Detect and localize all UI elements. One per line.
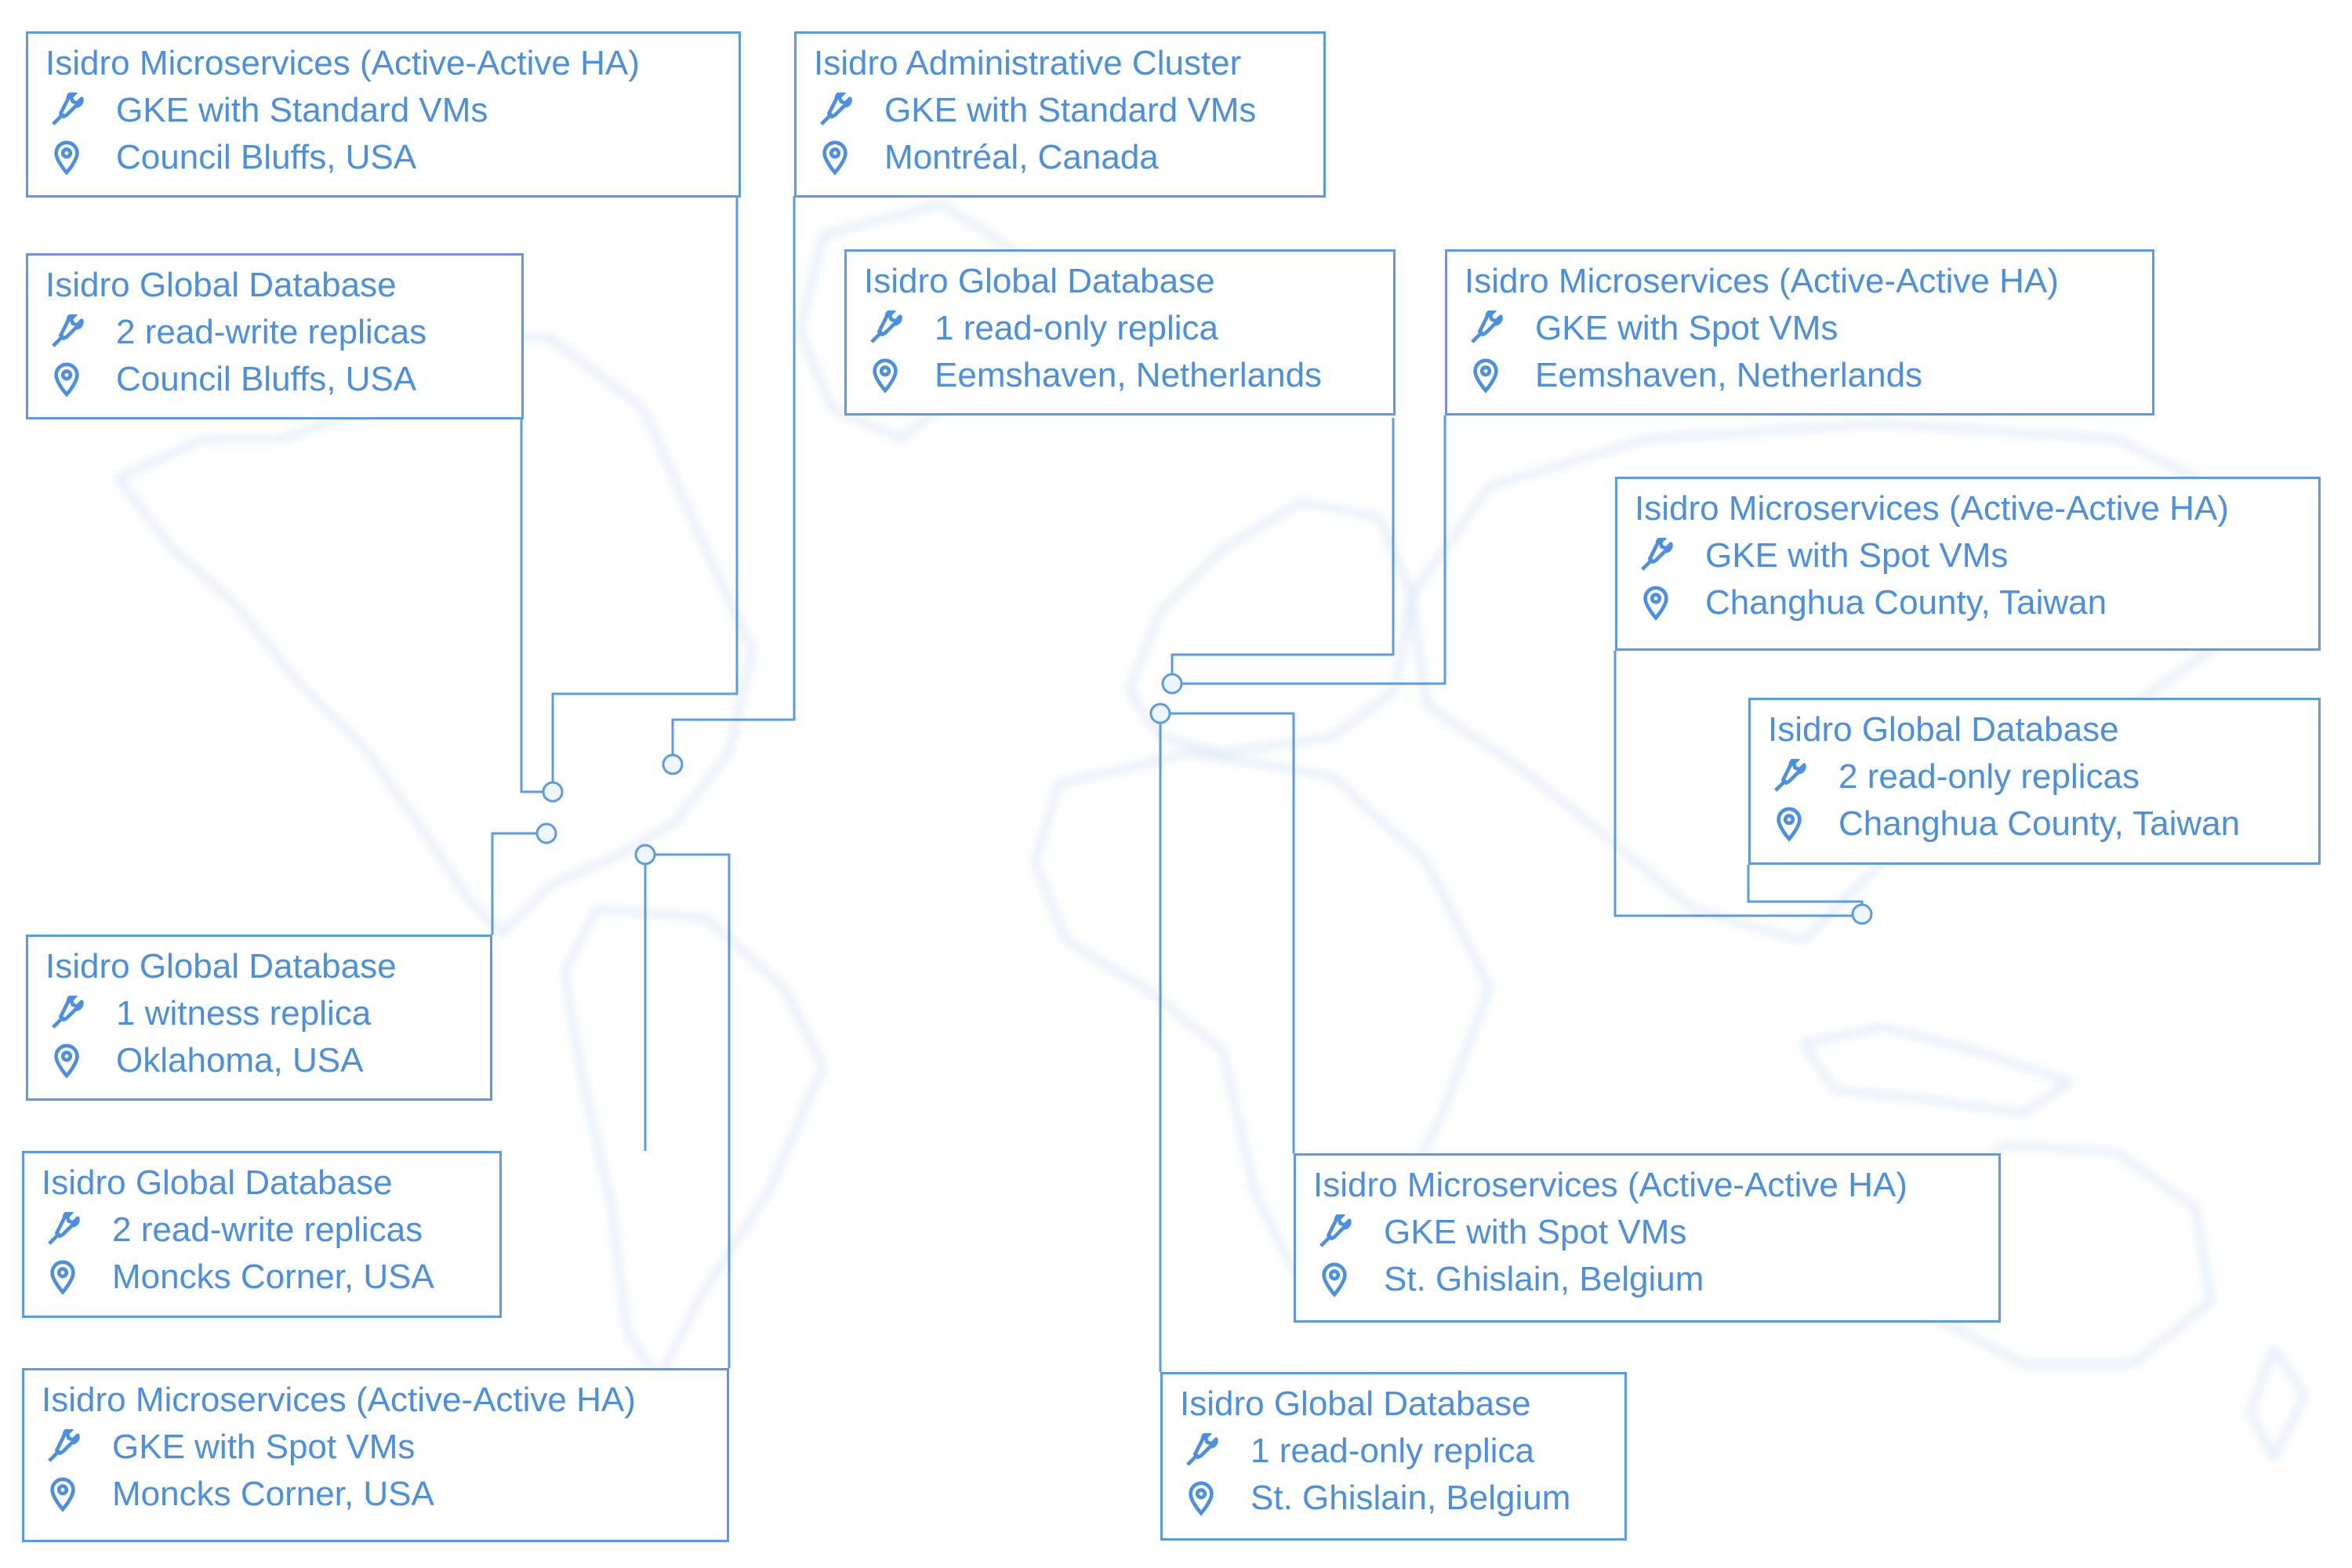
- card-spec: 2 read-write replicas: [112, 1210, 423, 1249]
- card-spec: GKE with Spot VMs: [112, 1428, 416, 1466]
- card-st-ghislain-microservices: Isidro Microservices (Active-Active HA) …: [1294, 1153, 2001, 1323]
- connector-eemshaven-db: [1171, 418, 1395, 684]
- south-america-outline: [562, 907, 826, 1382]
- card-title: Isidro Global Database: [45, 947, 397, 985]
- connector-council-bluffs-db: [520, 418, 553, 793]
- card-moncks-corner-database: Isidro Global Database 2 read-write repl…: [22, 1151, 502, 1318]
- indonesia-outline: [1801, 1025, 2072, 1116]
- card-title: Isidro Administrative Cluster: [814, 44, 1242, 82]
- card-spec: 1 read-only replica: [935, 309, 1218, 347]
- map-pin-icon: [49, 140, 85, 176]
- marker-montreal: [662, 753, 684, 775]
- card-spec: 2 read-write replicas: [116, 313, 427, 351]
- card-montreal-admin-cluster: Isidro Administrative Cluster GKE with S…: [794, 31, 1326, 198]
- wrench-icon: [1183, 1433, 1219, 1469]
- connector-st-ghislain-ms: [1160, 712, 1295, 1153]
- card-title: Isidro Global Database: [1180, 1385, 1531, 1423]
- card-spec: GKE with Standard VMs: [116, 91, 488, 129]
- card-spec: GKE with Standard VMs: [884, 91, 1257, 129]
- card-changhua-microservices: Isidro Microservices (Active-Active HA) …: [1615, 477, 2321, 651]
- wrench-icon: [867, 310, 903, 347]
- card-location: Eemshaven, Netherlands: [1535, 356, 1923, 394]
- card-title: Isidro Microservices (Active-Active HA): [45, 44, 640, 82]
- card-eemshaven-database: Isidro Global Database 1 read-only repli…: [844, 249, 1396, 416]
- card-changhua-database: Isidro Global Database 2 read-only repli…: [1748, 698, 2321, 865]
- card-title: Isidro Global Database: [1768, 710, 2119, 749]
- card-title: Isidro Microservices (Active-Active HA): [1313, 1166, 1907, 1204]
- card-title: Isidro Global Database: [864, 262, 1215, 300]
- wrench-icon: [45, 1212, 81, 1248]
- map-pin-icon: [1468, 358, 1504, 394]
- new-zealand-outline: [2248, 1346, 2307, 1461]
- australia-outline: [1911, 1142, 2213, 1367]
- map-pin-icon: [1316, 1261, 1352, 1298]
- map-pin-icon: [49, 361, 85, 397]
- card-st-ghislain-database: Isidro Global Database 1 read-only repli…: [1160, 1372, 1627, 1541]
- card-council-bluffs-microservices: Isidro Microservices (Active-Active HA) …: [26, 31, 741, 198]
- wrench-icon: [1638, 538, 1674, 574]
- map-pin-icon: [45, 1259, 81, 1295]
- card-location: Council Bluffs, USA: [116, 138, 417, 176]
- card-spec: 1 read-only replica: [1250, 1432, 1534, 1470]
- card-spec: 2 read-only replicas: [1838, 757, 2140, 796]
- card-location: Moncks Corner, USA: [112, 1258, 434, 1296]
- wrench-icon: [45, 1429, 81, 1465]
- card-spec: 1 witness replica: [116, 994, 372, 1033]
- card-spec: GKE with Spot VMs: [1384, 1213, 1687, 1251]
- card-moncks-corner-microservices: Isidro Microservices (Active-Active HA) …: [22, 1368, 729, 1542]
- card-location: Changhua County, Taiwan: [1705, 583, 2107, 622]
- connector-montreal: [671, 196, 796, 764]
- wrench-icon: [817, 93, 853, 129]
- card-spec: GKE with Spot VMs: [1705, 536, 2009, 575]
- marker-council-bluffs: [542, 781, 564, 803]
- map-pin-icon: [1638, 585, 1674, 621]
- wrench-icon: [49, 314, 85, 350]
- card-location: Eemshaven, Netherlands: [935, 356, 1323, 394]
- map-pin-icon: [817, 140, 853, 176]
- connector-council-bluffs-ms: [551, 192, 739, 792]
- card-location: Oklahoma, USA: [116, 1041, 364, 1080]
- marker-changhua: [1851, 903, 1873, 925]
- marker-eemshaven: [1161, 673, 1183, 695]
- card-location: St. Ghislain, Belgium: [1250, 1479, 1571, 1517]
- card-council-bluffs-database: Isidro Global Database 2 read-write repl…: [26, 253, 524, 419]
- connector-eemshaven-ms: [1172, 416, 1446, 685]
- map-pin-icon: [867, 358, 903, 394]
- map-pin-icon: [1183, 1480, 1219, 1516]
- card-location: Montréal, Canada: [884, 138, 1159, 176]
- wrench-icon: [1316, 1214, 1352, 1250]
- card-oklahoma-database: Isidro Global Database 1 witness replica…: [26, 935, 492, 1101]
- card-title: Isidro Microservices (Active-Active HA): [1635, 489, 2229, 528]
- card-location: Moncks Corner, USA: [112, 1475, 434, 1513]
- connector-oklahoma: [491, 832, 546, 935]
- card-title: Isidro Global Database: [42, 1163, 393, 1202]
- card-eemshaven-microservices: Isidro Microservices (Active-Active HA) …: [1445, 249, 2154, 416]
- marker-st-ghislain: [1149, 702, 1171, 724]
- marker-moncks-corner: [634, 844, 656, 866]
- wrench-icon: [49, 93, 85, 129]
- card-title: Isidro Microservices (Active-Active HA): [42, 1381, 636, 1419]
- connector-taiwan-db: [1747, 865, 1864, 914]
- card-title: Isidro Microservices (Active-Active HA): [1465, 262, 2059, 300]
- card-location: Changhua County, Taiwan: [1838, 804, 2241, 843]
- map-pin-icon: [1771, 806, 1807, 842]
- wrench-icon: [49, 996, 85, 1032]
- card-title: Isidro Global Database: [45, 266, 397, 304]
- connector-moncks-ms: [645, 853, 731, 1368]
- marker-oklahoma: [535, 822, 557, 844]
- wrench-icon: [1468, 310, 1504, 347]
- card-location: Council Bluffs, USA: [116, 360, 417, 398]
- map-pin-icon: [49, 1043, 85, 1079]
- card-spec: GKE with Spot VMs: [1535, 309, 1838, 347]
- map-pin-icon: [45, 1476, 81, 1512]
- wrench-icon: [1771, 759, 1807, 795]
- card-location: St. Ghislain, Belgium: [1384, 1260, 1704, 1298]
